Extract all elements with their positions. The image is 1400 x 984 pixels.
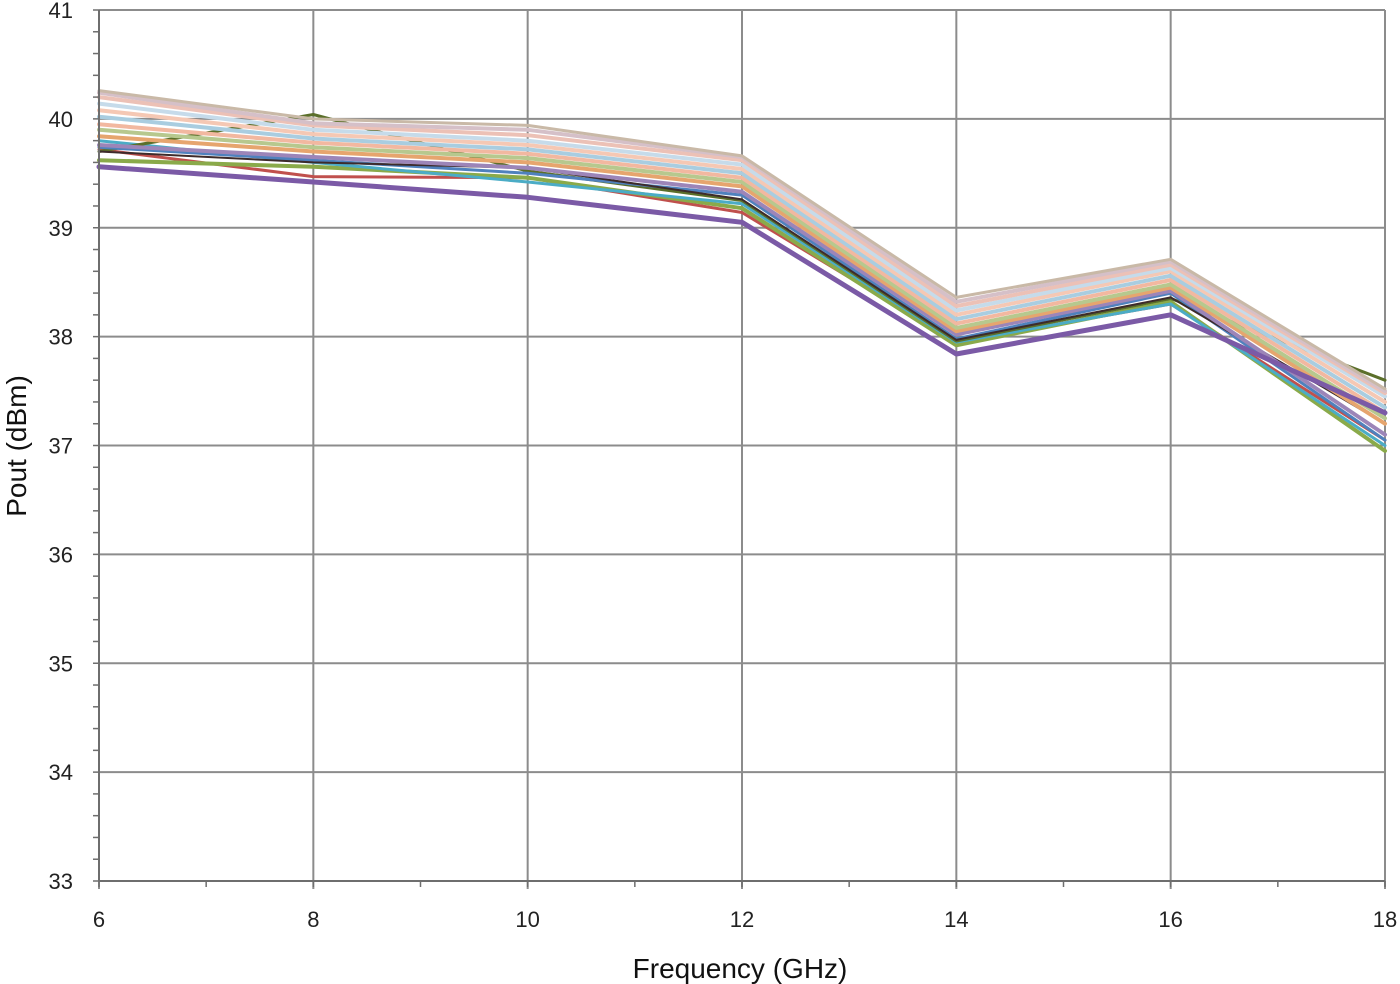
series-line-3: [97, 158, 1387, 453]
x-tick-label: 14: [944, 907, 968, 932]
y-tick-label: 35: [49, 651, 73, 676]
y-tick-label: 38: [49, 325, 73, 350]
series-line-13: [97, 108, 1387, 404]
y-tick-label: 36: [49, 542, 73, 567]
x-tick-label: 18: [1373, 907, 1397, 932]
tick-labels: 33 34 35 36 37 38 39 40 41 6 8 10 12 14 16 18: [49, 0, 1398, 932]
series-line-1: [96, 164, 1388, 416]
y-tick-label: 41: [49, 0, 73, 23]
series-line-14: [97, 101, 1387, 399]
x-axis-title: Frequency (GHz): [633, 953, 848, 984]
series-line-10: [97, 127, 1387, 421]
y-tick-label: 37: [49, 434, 73, 459]
y-tick-label: 40: [49, 107, 73, 132]
series-line-17: [97, 89, 1387, 391]
series-line-8: [97, 143, 1387, 437]
x-tick-label: 8: [307, 907, 319, 932]
series-line-11: [97, 122, 1387, 415]
y-axis-title: Pout (dBm): [1, 375, 32, 517]
y-tick-label: 34: [49, 760, 73, 785]
series-line-9: [97, 134, 1387, 426]
series-line-12: [97, 114, 1387, 410]
series-lines: [96, 89, 1388, 453]
series-line-15: [97, 95, 1387, 396]
x-tick-label: 12: [730, 907, 754, 932]
axes: [93, 9, 1386, 887]
x-tick-label: 16: [1158, 907, 1182, 932]
series-line-7: [98, 150, 1386, 425]
y-tick-label: 39: [49, 216, 73, 241]
x-tick-label: 6: [93, 907, 105, 932]
x-tick-label: 10: [515, 907, 539, 932]
y-tick-label: 33: [49, 869, 73, 894]
